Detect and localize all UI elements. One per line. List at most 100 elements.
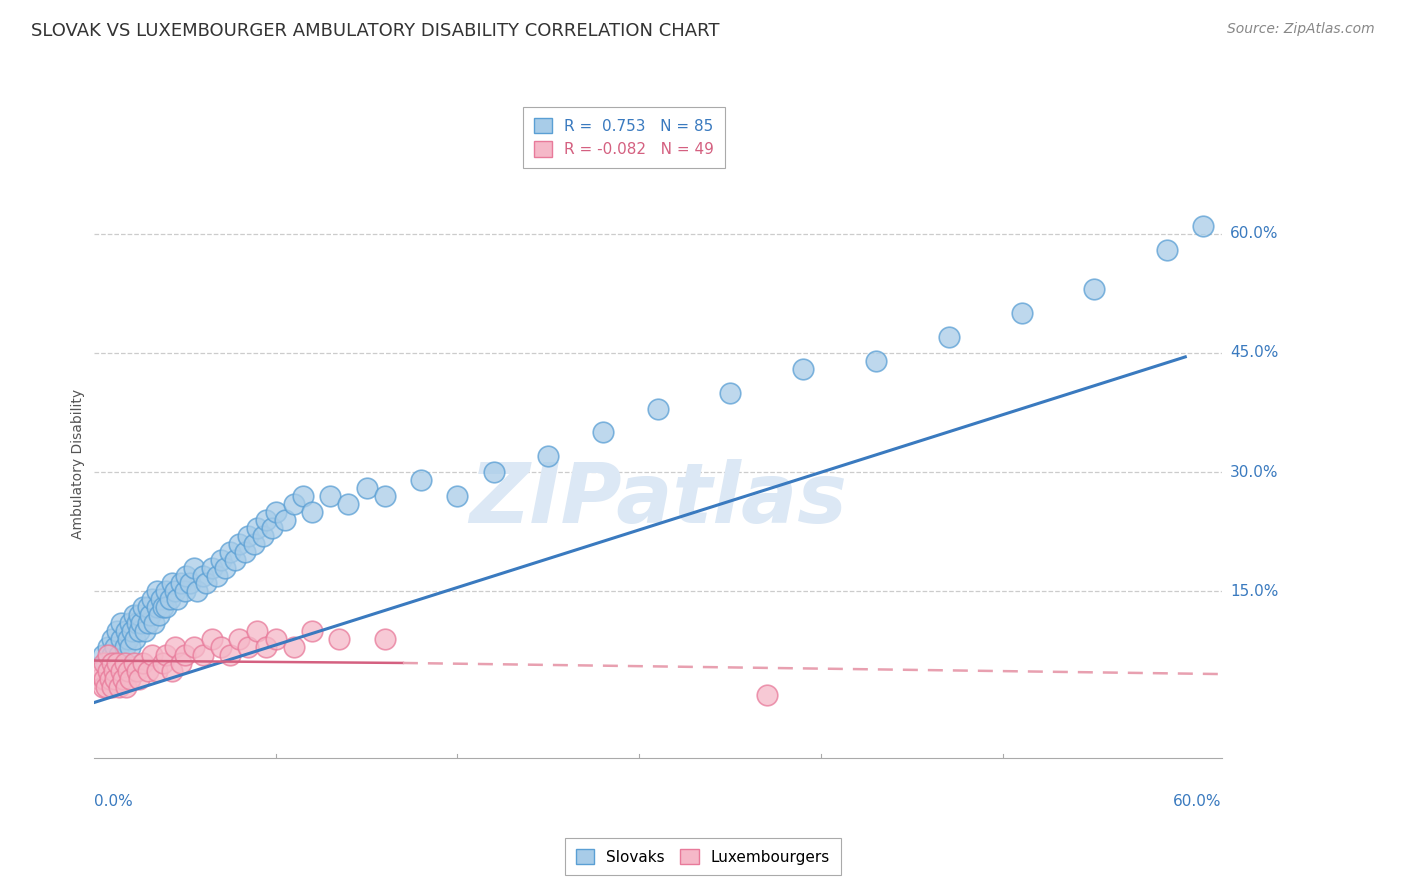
Point bbox=[115, 680, 138, 694]
Point bbox=[170, 576, 193, 591]
Point bbox=[592, 425, 614, 440]
Legend: Slovaks, Luxembourgers: Slovaks, Luxembourgers bbox=[565, 838, 841, 875]
Point bbox=[319, 489, 342, 503]
Point bbox=[252, 529, 274, 543]
Point bbox=[159, 592, 181, 607]
Point bbox=[98, 672, 121, 686]
Point bbox=[283, 497, 305, 511]
Point bbox=[246, 624, 269, 639]
Point bbox=[337, 497, 360, 511]
Point bbox=[100, 680, 122, 694]
Point bbox=[131, 600, 153, 615]
Point bbox=[155, 648, 177, 662]
Point bbox=[291, 489, 314, 503]
Point bbox=[108, 680, 131, 694]
Point bbox=[134, 624, 156, 639]
Point bbox=[228, 632, 250, 646]
Point bbox=[96, 656, 118, 670]
Point bbox=[374, 489, 396, 503]
Point bbox=[146, 600, 169, 615]
Point bbox=[356, 481, 378, 495]
Point bbox=[238, 640, 260, 654]
Point bbox=[183, 640, 205, 654]
Point bbox=[1011, 306, 1033, 320]
Point bbox=[110, 664, 132, 678]
Point bbox=[209, 640, 232, 654]
Point bbox=[146, 584, 169, 599]
Point bbox=[938, 330, 960, 344]
Point bbox=[141, 592, 163, 607]
Point bbox=[482, 465, 505, 479]
Point bbox=[173, 648, 195, 662]
Point bbox=[122, 608, 145, 623]
Point bbox=[160, 576, 183, 591]
Point bbox=[238, 529, 260, 543]
Point bbox=[97, 640, 120, 654]
Point bbox=[128, 608, 150, 623]
Point bbox=[755, 688, 778, 702]
Point bbox=[122, 656, 145, 670]
Point bbox=[186, 584, 208, 599]
Point bbox=[183, 560, 205, 574]
Point bbox=[97, 648, 120, 662]
Point bbox=[191, 568, 214, 582]
Point bbox=[141, 648, 163, 662]
Point bbox=[93, 656, 115, 670]
Point bbox=[111, 672, 134, 686]
Point bbox=[115, 624, 138, 639]
Point bbox=[173, 584, 195, 599]
Legend: R =  0.753   N = 85, R = -0.082   N = 49: R = 0.753 N = 85, R = -0.082 N = 49 bbox=[523, 107, 724, 168]
Point bbox=[118, 640, 141, 654]
Point bbox=[104, 672, 127, 686]
Point bbox=[96, 680, 118, 694]
Text: 60.0%: 60.0% bbox=[1173, 794, 1222, 809]
Point bbox=[179, 576, 201, 591]
Point bbox=[155, 600, 177, 615]
Point bbox=[110, 616, 132, 631]
Text: Source: ZipAtlas.com: Source: ZipAtlas.com bbox=[1227, 22, 1375, 37]
Point bbox=[260, 521, 283, 535]
Point bbox=[201, 560, 224, 574]
Text: 45.0%: 45.0% bbox=[1230, 345, 1278, 360]
Point bbox=[97, 664, 120, 678]
Text: 15.0%: 15.0% bbox=[1230, 584, 1278, 599]
Point bbox=[191, 648, 214, 662]
Point bbox=[152, 656, 174, 670]
Point bbox=[233, 544, 256, 558]
Point bbox=[105, 656, 128, 670]
Point bbox=[1156, 243, 1178, 257]
Point bbox=[254, 640, 277, 654]
Point bbox=[228, 537, 250, 551]
Point bbox=[155, 584, 177, 599]
Point bbox=[1083, 282, 1105, 296]
Point bbox=[409, 473, 432, 487]
Point bbox=[139, 608, 162, 623]
Point bbox=[128, 672, 150, 686]
Point bbox=[246, 521, 269, 535]
Point bbox=[136, 664, 159, 678]
Point bbox=[131, 656, 153, 670]
Y-axis label: Ambulatory Disability: Ambulatory Disability bbox=[72, 389, 86, 540]
Point bbox=[264, 505, 287, 519]
Point bbox=[93, 672, 115, 686]
Point bbox=[117, 664, 139, 678]
Point bbox=[105, 624, 128, 639]
Text: ZIPatlas: ZIPatlas bbox=[468, 459, 846, 540]
Point bbox=[128, 624, 150, 639]
Point bbox=[166, 592, 188, 607]
Point bbox=[718, 385, 741, 400]
Point bbox=[224, 552, 246, 566]
Point bbox=[148, 608, 170, 623]
Point bbox=[219, 648, 242, 662]
Point bbox=[117, 632, 139, 646]
Point bbox=[1192, 219, 1215, 233]
Point bbox=[165, 584, 187, 599]
Point bbox=[209, 552, 232, 566]
Point bbox=[242, 537, 264, 551]
Point bbox=[91, 680, 114, 694]
Point bbox=[301, 624, 323, 639]
Point bbox=[121, 624, 143, 639]
Point bbox=[100, 656, 122, 670]
Point bbox=[142, 616, 165, 631]
Point bbox=[100, 648, 122, 662]
